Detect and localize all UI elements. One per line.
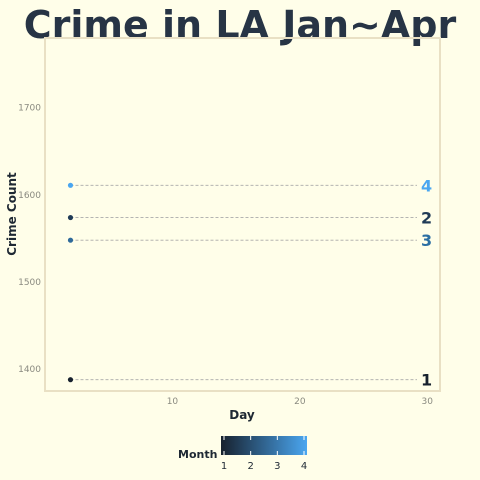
- series-end-label: 3: [421, 231, 432, 250]
- legend-colorbar: [221, 436, 307, 455]
- chart-title: Crime in LA Jan~Apr: [24, 3, 457, 47]
- data-point: [67, 377, 74, 383]
- legend-title: Month: [178, 448, 217, 461]
- series-end-label: 4: [421, 176, 432, 195]
- legend-tick-label: 2: [247, 461, 253, 472]
- series-layer: 1 2 3 4: [67, 176, 432, 390]
- x-axis-ticks: 10 20 30: [167, 397, 434, 407]
- series-end-label: 1: [421, 371, 432, 390]
- series-month-2: 2: [67, 209, 432, 228]
- series-month-1: 1: [67, 371, 432, 390]
- y-tick-label: 1600: [18, 191, 41, 201]
- series-month-4: 4: [67, 176, 432, 195]
- y-axis-title: Crime Count: [5, 172, 19, 256]
- x-tick-label: 10: [167, 397, 179, 407]
- series-month-3: 3: [67, 231, 432, 250]
- x-axis-title: Day: [229, 408, 255, 422]
- x-tick-label: 20: [294, 397, 306, 407]
- legend-tick-label: 4: [301, 461, 307, 472]
- data-point: [67, 214, 74, 221]
- y-axis-ticks: 1400 1500 1600 1700: [18, 104, 41, 375]
- y-tick-label: 1400: [18, 365, 41, 375]
- x-tick-label: 30: [422, 397, 434, 407]
- data-point: [67, 182, 74, 188]
- legend: Month 1 2 3 4: [178, 436, 307, 472]
- y-tick-label: 1500: [18, 278, 41, 288]
- legend-ticks: 1 2 3 4: [221, 436, 307, 472]
- data-point: [67, 237, 74, 243]
- y-tick-label: 1700: [18, 104, 41, 114]
- plot-panel: [44, 37, 441, 392]
- legend-tick-label: 3: [274, 461, 280, 472]
- legend-tick-label: 1: [221, 461, 227, 472]
- series-end-label: 2: [421, 209, 432, 228]
